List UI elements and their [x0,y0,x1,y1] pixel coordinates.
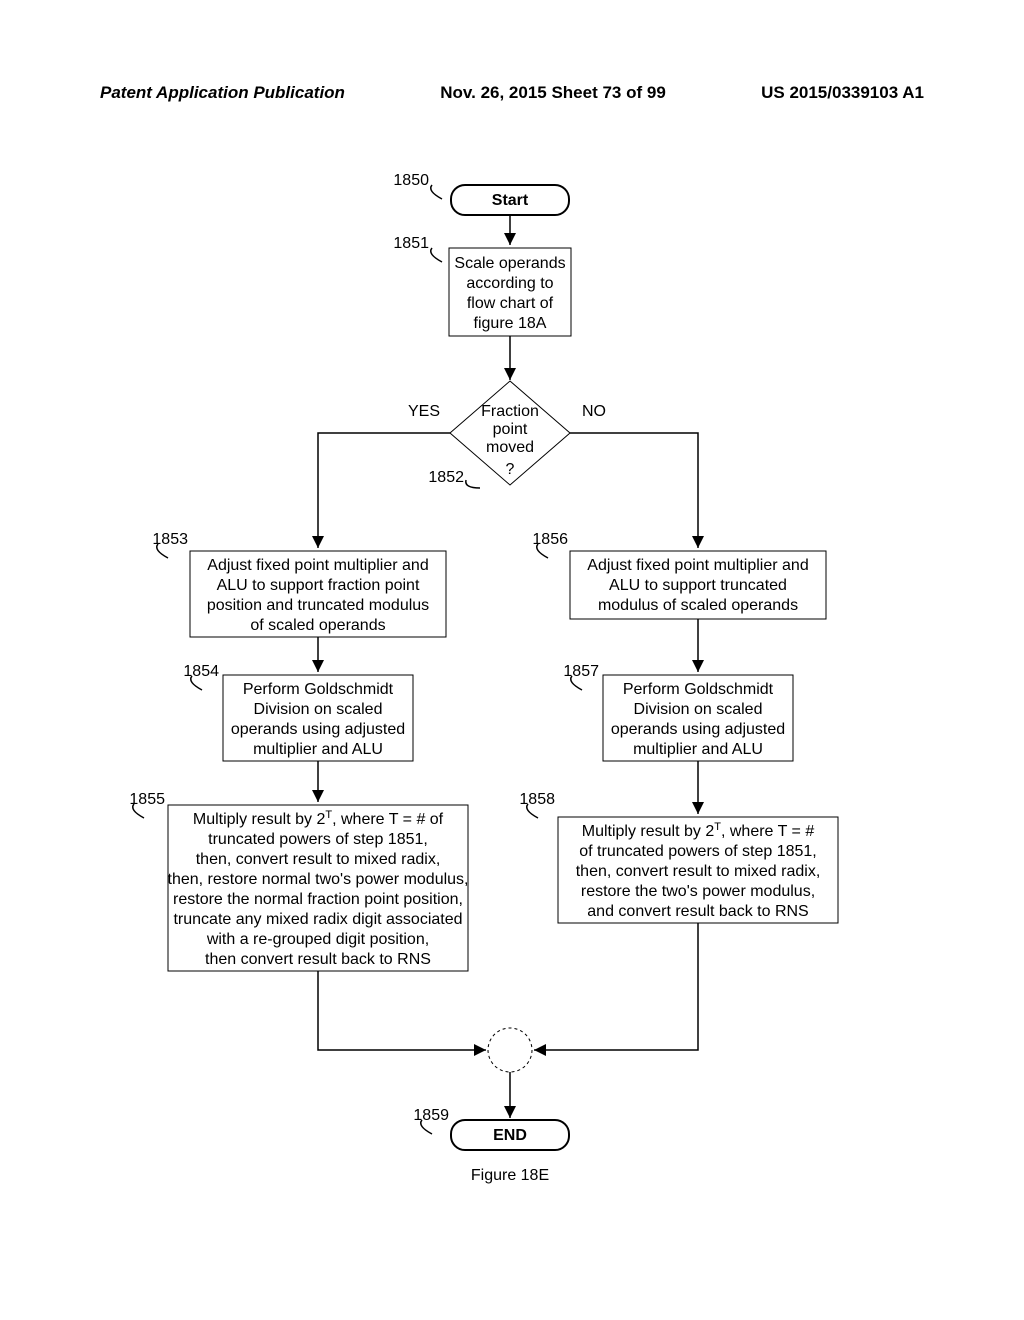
svg-text:point: point [493,421,528,438]
svg-text:flow chart of: flow chart of [467,295,554,312]
svg-text:Scale operands: Scale operands [454,255,565,272]
svg-text:Division on scaled: Division on scaled [634,701,763,718]
no-label: NO [582,403,606,420]
header-left: Patent Application Publication [100,83,345,103]
svg-text:then, restore normal two's pow: then, restore normal two's power modulus… [168,871,469,888]
svg-text:multiplier and ALU: multiplier and ALU [633,741,763,758]
svg-text:modulus of scaled operands: modulus of scaled operands [598,597,798,614]
svg-text:ALU to support truncated: ALU to support truncated [609,577,787,594]
ref-1850: 1850 [393,172,429,189]
svg-text:Perform Goldschmidt: Perform Goldschmidt [623,681,774,698]
svg-text:of truncated powers of step 18: of truncated powers of step 1851, [579,843,816,860]
svg-text:Division on scaled: Division on scaled [254,701,383,718]
svg-text:Adjust fixed point multiplier: Adjust fixed point multiplier and [207,557,428,574]
svg-text:Perform Goldschmidt: Perform Goldschmidt [243,681,394,698]
svg-text:then convert result back to R: then convert result back to RNS [205,951,431,968]
ref-1851: 1851 [393,235,429,252]
header-mid: Nov. 26, 2015 Sheet 73 of 99 [440,83,666,103]
start-label: Start [492,192,529,209]
ref-1859: 1859 [413,1107,449,1124]
end-label: END [493,1127,527,1144]
ref-1858: 1858 [519,791,555,808]
svg-text:then, convert result to mixed: then, convert result to mixed radix, [576,863,821,880]
svg-text:and convert result back to RN: and convert result back to RNS [587,903,808,920]
svg-text:Multiply result by 2T, where T: Multiply result by 2T, where T = # [582,821,815,840]
ref-1852: 1852 [428,469,464,486]
svg-text:Multiply result by 2T, where T: Multiply result by 2T, where T = # of [193,809,444,828]
ref-1854: 1854 [183,663,219,680]
svg-text:truncate any mixed radix digit: truncate any mixed radix digit associate… [173,911,462,928]
svg-text:of scaled operands: of scaled operands [250,617,385,634]
svg-text:ALU to support fraction point: ALU to support fraction point [217,577,420,594]
svg-text:restore the two's power modulu: restore the two's power modulus, [581,883,815,900]
svg-text:figure 18A: figure 18A [474,315,547,332]
svg-text:truncated powers of step 1851,: truncated powers of step 1851, [208,831,428,848]
flowchart: Start 1850 Scale operands according to f… [0,130,1024,1320]
ref-1857: 1857 [563,663,599,680]
svg-text:multiplier and ALU: multiplier and ALU [253,741,383,758]
figure-label: Figure 18E [471,1167,549,1184]
svg-text:position and truncated modulus: position and truncated modulus [207,597,429,614]
page-header: Patent Application Publication Nov. 26, … [0,83,1024,103]
header-right: US 2015/0339103 A1 [761,83,924,103]
svg-text:operands using adjusted: operands using adjusted [611,721,785,738]
yes-label: YES [408,403,440,420]
connector-circle [488,1028,532,1072]
svg-text:Fraction: Fraction [481,403,539,420]
svg-text:according to: according to [466,275,553,292]
svg-text:then, convert result to mixed: then, convert result to mixed radix, [196,851,441,868]
ref-1855: 1855 [129,791,165,808]
svg-text:Adjust fixed point multiplier: Adjust fixed point multiplier and [587,557,808,574]
svg-text:restore the normal fraction po: restore the normal fraction point positi… [173,891,463,908]
svg-text:?: ? [506,461,515,478]
svg-text:operands using adjusted: operands using adjusted [231,721,405,738]
svg-text:moved: moved [486,439,534,456]
svg-text:with a re-grouped digit positi: with a re-grouped digit position, [206,931,429,948]
